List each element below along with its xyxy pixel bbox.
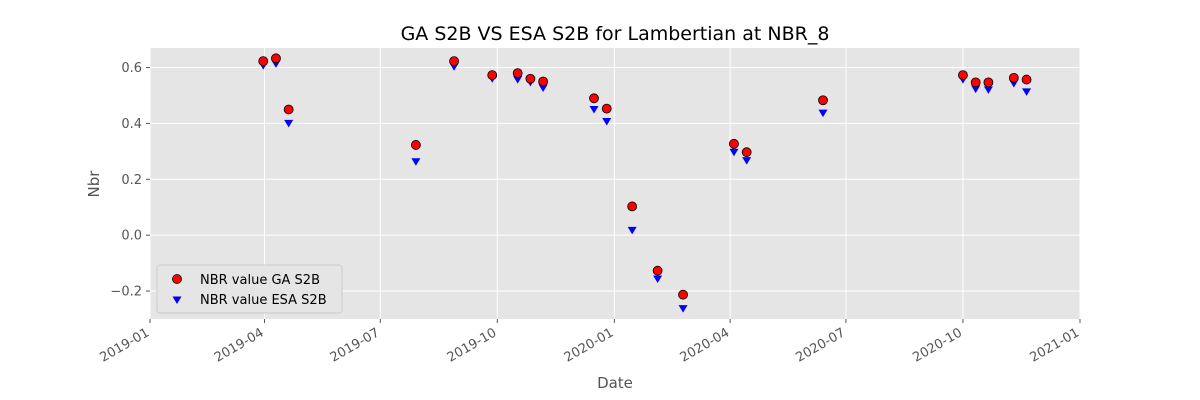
x-tick-label: 2019-07 [328,325,383,365]
ga-point [512,68,523,79]
y-tick-label: 0.4 [121,117,142,132]
legend-marker-ga [172,274,182,284]
x-tick-label: 2020-04 [678,325,733,365]
y-tick-label: 0.2 [121,173,142,188]
ga-point [283,104,294,115]
esa-point [729,148,739,157]
y-tick-label: −0.2 [110,285,142,300]
x-tick-label: 2019-10 [445,325,500,365]
y-tick-label: 0.6 [121,61,142,76]
ga-point [1008,72,1019,83]
esa-point [284,119,294,128]
legend-box [156,264,343,314]
esa-point [513,76,523,84]
grid-lines [149,48,1081,319]
legend-label-ga: NBR value GA S2B [200,273,320,288]
esa-point [678,305,688,313]
ga-point [627,201,638,212]
y-tick-label: 0.0 [121,229,142,244]
ga-point [983,77,994,88]
x-tick-label: 2020-01 [562,325,617,365]
x-axis-label: Date [597,374,633,392]
ga-point [1021,74,1032,85]
esa-point [602,117,612,126]
ga-point [410,140,421,150]
ga-point [970,77,981,88]
ga-point [958,70,968,80]
legend-marker-esa [172,296,182,304]
ga-point [729,138,739,149]
esa-point [971,85,981,94]
ga-point [818,95,828,106]
x-tick-label: 2021-01 [1027,325,1082,365]
esa-point [818,109,828,118]
ga-point [652,265,663,276]
ga-point [538,76,549,87]
ga-point [449,56,459,67]
ga-point [589,93,599,104]
esa-point [627,226,637,235]
esa-point [983,86,993,94]
x-tick-label: 2019-04 [212,325,267,365]
esa-point [653,275,663,284]
legend: NBR value GA S2B NBR value ESA S2B [156,264,343,314]
esa-point [1022,88,1032,96]
esa-point [589,105,599,114]
legend-label-esa: NBR value ESA S2B [200,293,327,308]
esa-point [538,84,548,92]
x-tick-label: 2020-10 [910,325,965,365]
data-points [258,53,1032,313]
x-tick-label: 2020-07 [793,325,848,365]
chart-title: GA S2B VS ESA S2B for Lambertian at NBR_… [401,23,830,45]
ga-point [487,70,498,80]
ga-point [741,147,752,158]
ga-point [271,53,281,64]
esa-point [411,158,421,166]
ga-point [525,73,536,84]
ga-point [601,103,612,114]
ga-point [678,289,688,300]
ga-point [258,56,269,67]
y-axis-label: Nbr [85,170,103,198]
esa-point [742,157,752,165]
x-tick-label: 2019-01 [97,325,152,365]
